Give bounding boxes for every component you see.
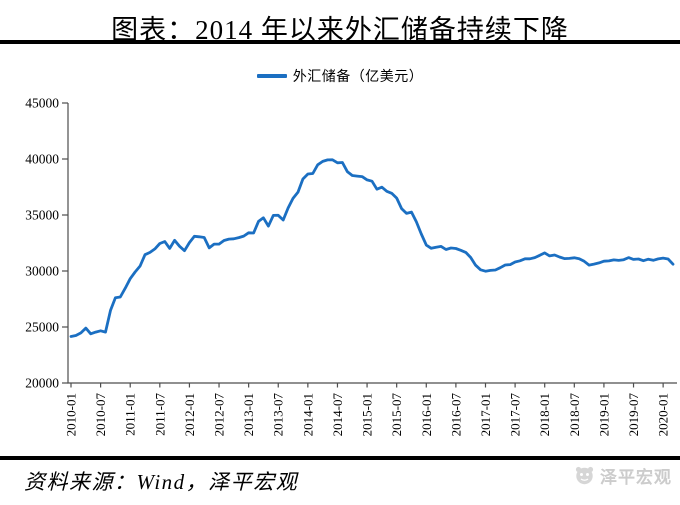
x-axis-tick-label: 2013-01: [241, 393, 256, 436]
y-axis-tick-label: 35000: [25, 208, 59, 223]
fx-reserves-line-chart: 20000 25000 30000 35000 40000 45000 2010-01 201…: [25, 96, 677, 437]
line-chart: 20000 25000 30000 35000 40000 45000 2010-01 201…: [0, 88, 680, 454]
chart-legend: 外汇储备（亿美元）: [0, 66, 680, 86]
x-axis-tick-label: 2020-01: [656, 393, 671, 436]
x-axis-tick-label: 2018-01: [537, 393, 552, 436]
zeping-logo-icon: [575, 466, 594, 485]
x-axis-tick-label: 2018-07: [567, 393, 582, 437]
x-axis-tick-label: 2019-07: [626, 393, 641, 437]
data-source-note: 资料来源：Wind，泽平宏观: [24, 470, 299, 494]
x-axis-tick-label: 2016-01: [419, 393, 434, 436]
y-axis-tick-label: 25000: [25, 320, 59, 335]
x-axis-tick-label: 2019-01: [596, 393, 611, 436]
y-axis-tick-label: 20000: [25, 376, 59, 391]
x-axis-tick-label: 2011-07: [152, 393, 167, 436]
y-axis-tick-label: 30000: [25, 264, 59, 279]
bottom-divider: [0, 456, 680, 460]
x-axis-tick-label: 2015-07: [389, 393, 404, 437]
y-axis-tick-label: 45000: [25, 96, 59, 111]
legend-line-marker: [256, 74, 287, 78]
y-axis-tick-label: 40000: [25, 152, 59, 167]
x-axis-tick-label: 2014-01: [300, 393, 315, 436]
x-axis-tick-label: 2016-07: [448, 393, 463, 437]
brand-watermark: 泽平宏观: [574, 463, 672, 488]
x-axis-tick-label: 2011-01: [123, 393, 138, 436]
x-axis-tick-label: 2012-07: [212, 393, 227, 437]
x-axis-tick-label: 2014-07: [330, 393, 345, 437]
x-axis-tick-label: 2013-07: [271, 393, 286, 437]
x-axis-tick-label: 2017-01: [478, 393, 493, 436]
top-divider: [0, 40, 680, 44]
x-axis-tick-label: 2012-01: [182, 393, 197, 436]
watermark-label: 泽平宏观: [600, 468, 672, 487]
fx-reserves-series-line: [69, 158, 675, 338]
x-axis-tick-label: 2010-07: [93, 393, 108, 437]
legend-label: 外汇储备（亿美元）: [292, 70, 424, 85]
x-axis-tick-label: 2017-07: [508, 393, 523, 437]
x-axis-tick-label: 2010-01: [64, 393, 79, 436]
x-axis-tick-label: 2015-01: [360, 393, 375, 436]
